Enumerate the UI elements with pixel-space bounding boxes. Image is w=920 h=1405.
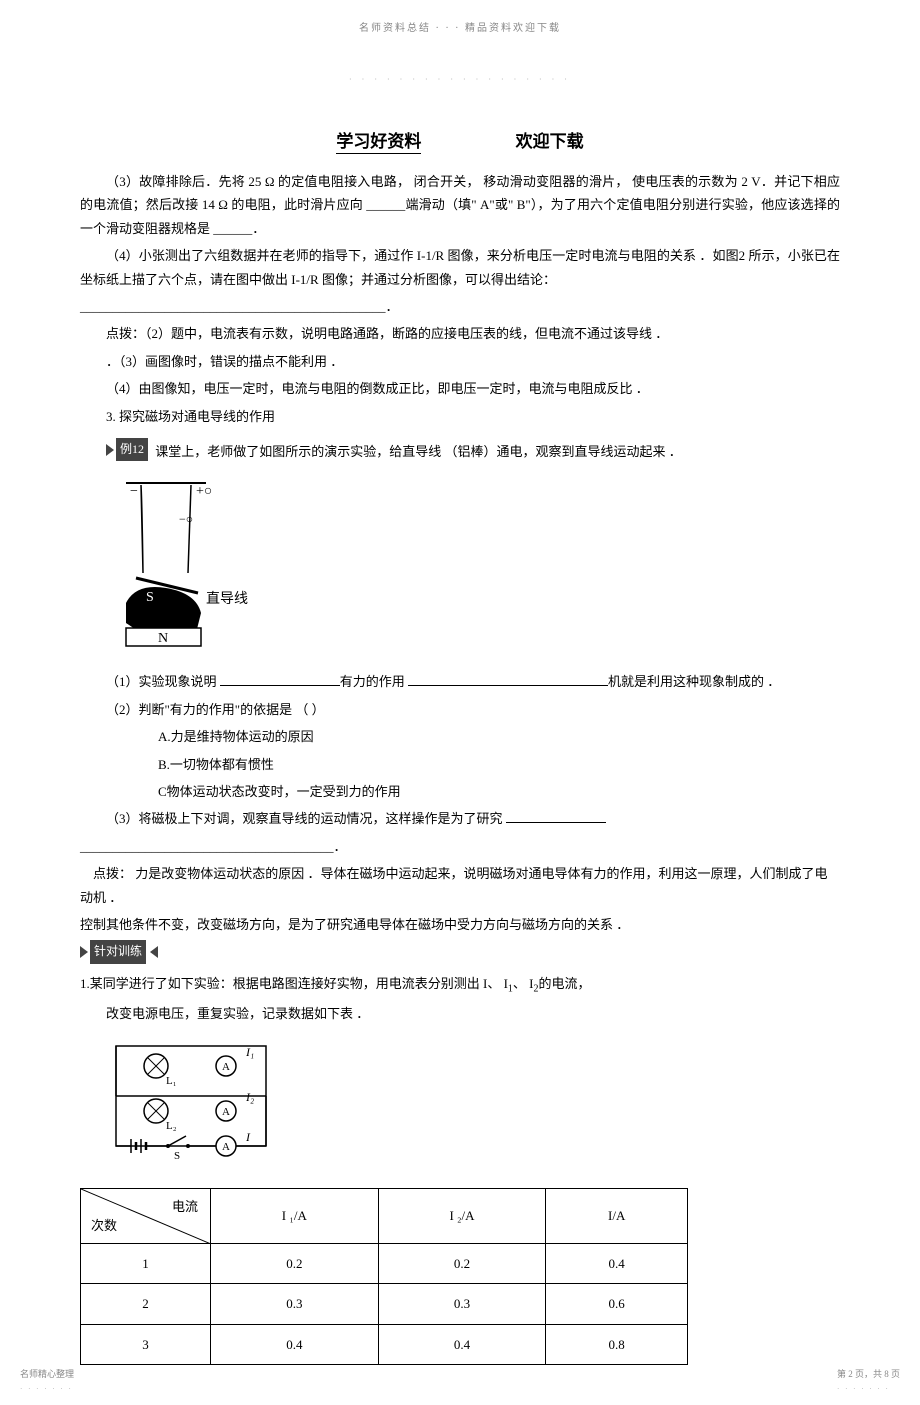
- section-3-title: 3. 探究磁场对通电导线的作用: [106, 405, 840, 428]
- table-row: 20.30.30.6: [81, 1284, 688, 1324]
- svg-text:L₁: L₁: [166, 1075, 177, 1087]
- question-2: （2）判断"有力的作用"的依据是 （ ）: [106, 698, 840, 721]
- svg-text:I₂: I₂: [245, 1090, 254, 1104]
- example-12-text: 课堂上，老师做了如图所示的演示实验，给直导线 （铝棒）通电，观察到直导线运动起来…: [155, 444, 682, 459]
- svg-text:−○: −○: [179, 512, 193, 526]
- practice-2: 改变电源电压，重复实验，记录数据如下表 ．: [106, 1002, 840, 1025]
- example-tag: 例12: [106, 438, 152, 462]
- hint-control: 控制其他条件不变，改变磁场方向，是为了研究通电导体在磁场中受力方向与磁场方向的关…: [80, 913, 840, 936]
- title-right: 欢迎下载: [516, 132, 584, 151]
- paragraph-3: （3）故障排除后．先将 25 Ω 的定值电阻接入电路， 闭合开关， 移动滑动变阻…: [80, 170, 840, 240]
- option-c: C物体运动状态改变时，一定受到力的作用: [158, 780, 840, 803]
- svg-text:−: −: [130, 484, 138, 499]
- arrow-icon: [150, 946, 158, 958]
- top-header-dots: · · · · · · · · · · · · · · · · · ·: [80, 73, 840, 87]
- title-left: 学习好资料: [336, 132, 421, 154]
- example-12-label: 例12: [116, 438, 148, 462]
- svg-text:I: I: [245, 1130, 251, 1144]
- arrow-icon: [80, 946, 88, 958]
- footer-left: 名师精心整理 · · · · · · ·: [20, 1366, 74, 1395]
- practice-label: 针对训练: [90, 940, 146, 964]
- table-col-3: I/A: [546, 1188, 688, 1243]
- blank-line-2: _______________________________________．: [80, 835, 840, 858]
- svg-text:L₂: L₂: [166, 1120, 177, 1132]
- arrow-icon: [106, 444, 114, 456]
- svg-text:A: A: [222, 1061, 230, 1073]
- hint-3: （4）由图像知，电压一定时，电流与电阻的倒数成正比，即电压一定时，电流与电阻成反…: [106, 377, 840, 400]
- data-table: 电流 次数 I ₁/A I ₂/A I/A 10.20.20.4 20.30.3…: [80, 1188, 688, 1365]
- hint-1: 点拨：（2）题中，电流表有示数，说明电路通路，断路的应接电压表的线，但电流不通过…: [106, 322, 840, 345]
- option-a: A.力是维持物体运动的原因: [158, 725, 840, 748]
- svg-text:A: A: [222, 1141, 230, 1153]
- top-header: 名师资料总结 · · · 精品资料欢迎下载: [80, 20, 840, 38]
- paragraph-4: （4）小张测出了六组数据并在老师的指导下，通过作 I-1/R 图像，来分析电压一…: [80, 244, 840, 291]
- svg-text:S: S: [174, 1150, 180, 1162]
- table-row: 10.20.20.4: [81, 1243, 688, 1283]
- option-b: B.一切物体都有惯性: [158, 753, 840, 776]
- table-header-row: 电流 次数 I ₁/A I ₂/A I/A: [81, 1188, 688, 1243]
- table-col-2: I ₂/A: [378, 1188, 546, 1243]
- question-3: （3）将磁极上下对调，观察直导线的运动情况，这样操作是为了研究: [106, 807, 840, 830]
- svg-text:S: S: [146, 590, 154, 605]
- blank-line-1: ________________________________________…: [80, 295, 840, 318]
- wire-label: 直导线: [206, 590, 248, 607]
- main-title: 学习好资料 欢迎下载: [80, 127, 840, 158]
- table-row: 30.40.40.8: [81, 1324, 688, 1364]
- svg-text:A: A: [222, 1106, 230, 1118]
- circuit-diagram: L₁ A I₁ L₂ A I₂ S A I: [106, 1036, 840, 1173]
- question-1: （1）实验现象说明 有力的作用 机就是利用这种现象制成的 ．: [106, 670, 840, 693]
- practice-1: 1.某同学进行了如下实验：根据电路图连接好实物，用电流表分别测出 I、 I1、 …: [80, 972, 840, 999]
- hint-2: ．（3）画图像时，错误的描点不能利用 ．: [106, 350, 840, 373]
- svg-text:+○: +○: [196, 484, 212, 499]
- svg-text:I₁: I₁: [245, 1045, 254, 1059]
- footer-right: 第 2 页，共 8 页 · · · · · · ·: [837, 1366, 900, 1395]
- hint-force: 点拨： 力是改变物体运动状态的原因 ．导体在磁场中运动起来，说明磁场对通电导体有…: [80, 862, 840, 909]
- table-diag-header: 电流 次数: [81, 1188, 211, 1243]
- practice-tag-row: 针对训练: [80, 940, 840, 965]
- table-col-1: I ₁/A: [211, 1188, 379, 1243]
- svg-text:N: N: [158, 631, 168, 646]
- example-12-row: 例12 课堂上，老师做了如图所示的演示实验，给直导线 （铝棒）通电，观察到直导线…: [106, 438, 840, 463]
- magnet-diagram: − +○ −○ S N 直导线: [106, 473, 840, 660]
